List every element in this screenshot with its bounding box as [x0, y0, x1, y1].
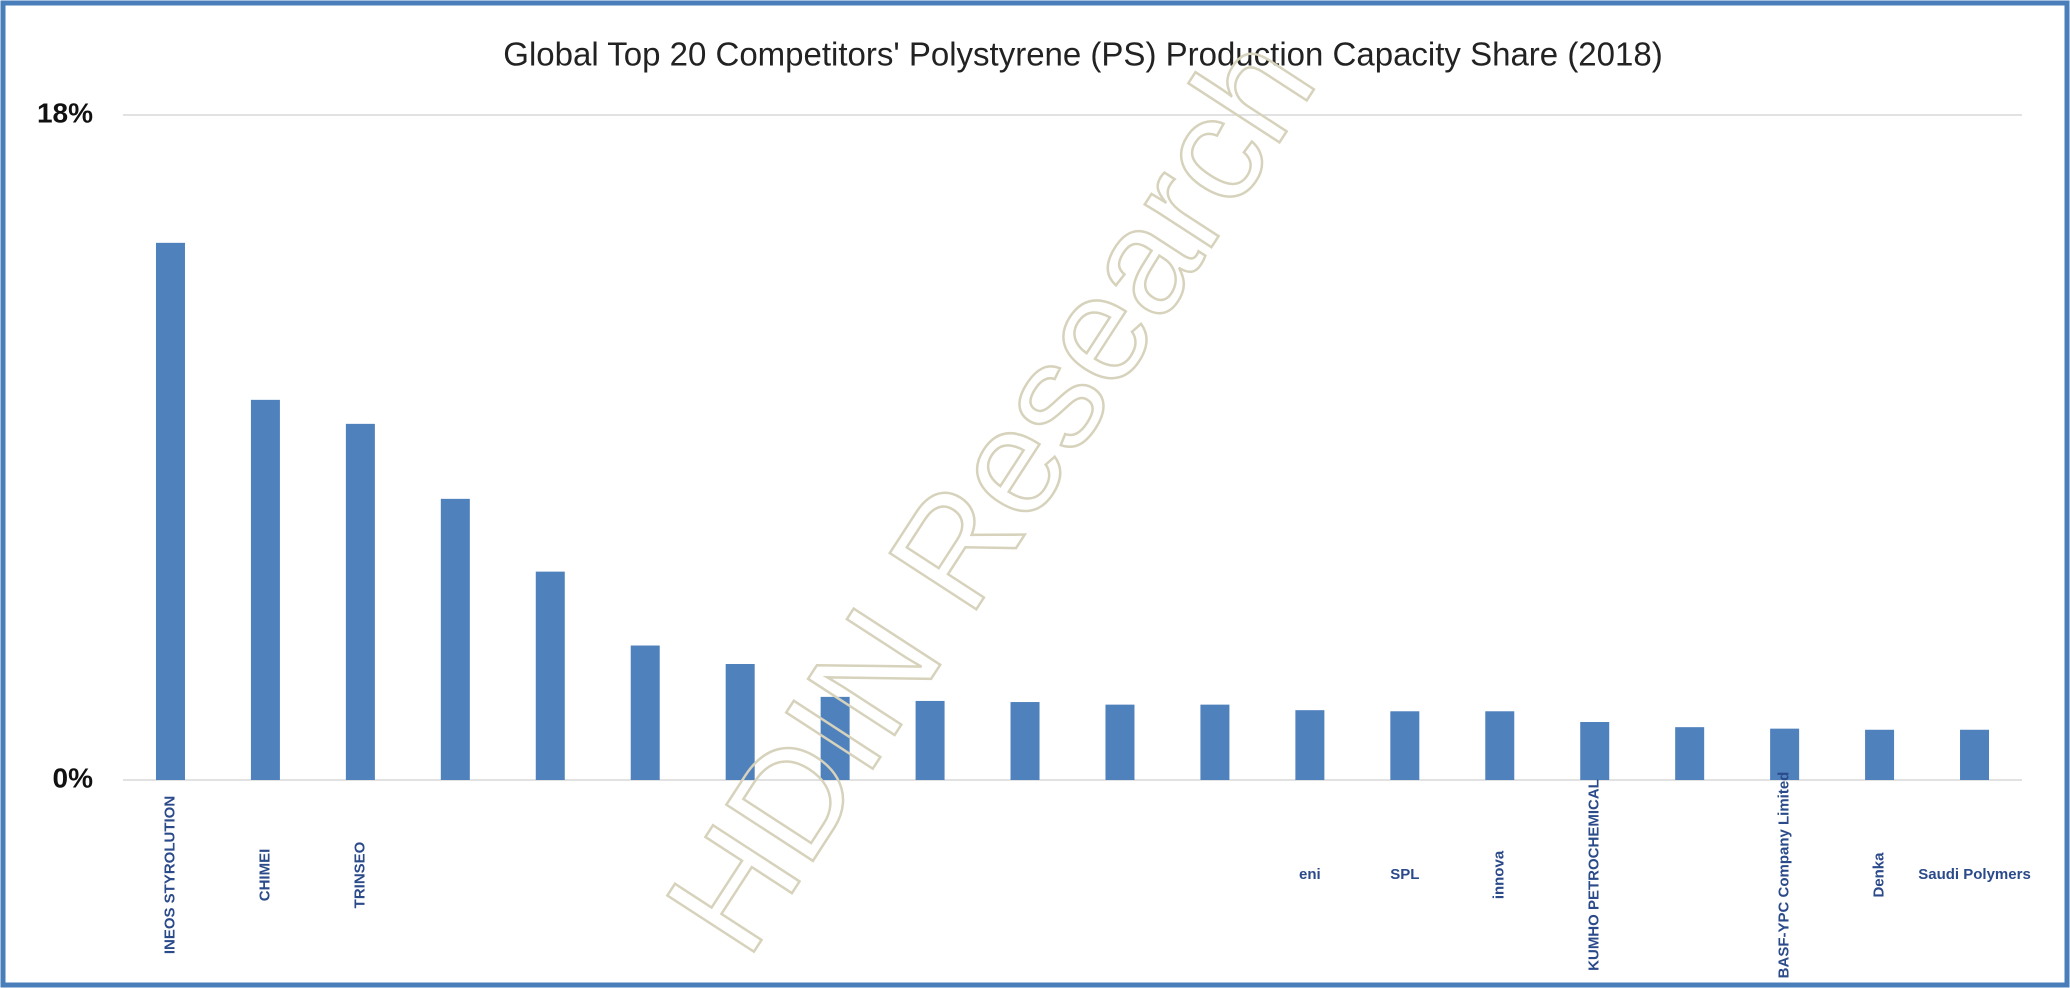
bar [250, 399, 280, 780]
category-label: Saudi Polymers [1918, 866, 2031, 883]
bar [345, 423, 375, 780]
category-label: INEOS STYROLUTION [161, 796, 178, 954]
category-label: KUMHO PETROCHEMICAL [1586, 779, 1603, 971]
category-label: SPL [1390, 866, 1419, 883]
bar [535, 571, 565, 780]
category-label: eni [1299, 866, 1321, 883]
bar [1675, 727, 1705, 780]
category-label: innova [1491, 850, 1508, 899]
bar [155, 242, 185, 781]
chart-title: Global Top 20 Competitors' Polystyrene (… [503, 36, 1662, 73]
category-label: Denka [1871, 852, 1888, 898]
bar [1390, 711, 1420, 780]
bar [630, 645, 660, 780]
bar [1960, 729, 1990, 780]
bar [1485, 711, 1515, 780]
bar [1295, 710, 1325, 780]
bar [725, 663, 755, 780]
category-label: CHIMEI [256, 849, 273, 902]
bar [820, 696, 850, 780]
bar [915, 700, 945, 780]
category-label: BASF-YPC Company Limited [1776, 772, 1793, 979]
bar [1580, 721, 1610, 780]
bar [1105, 704, 1135, 780]
bar [1200, 704, 1230, 780]
bar [440, 498, 470, 780]
bar [1865, 729, 1895, 780]
y-tick-label: 0% [53, 762, 94, 793]
bar [1770, 728, 1800, 780]
category-label: TRINSEO [351, 841, 368, 908]
bar [1010, 702, 1040, 780]
y-tick-label: 18% [37, 97, 93, 128]
